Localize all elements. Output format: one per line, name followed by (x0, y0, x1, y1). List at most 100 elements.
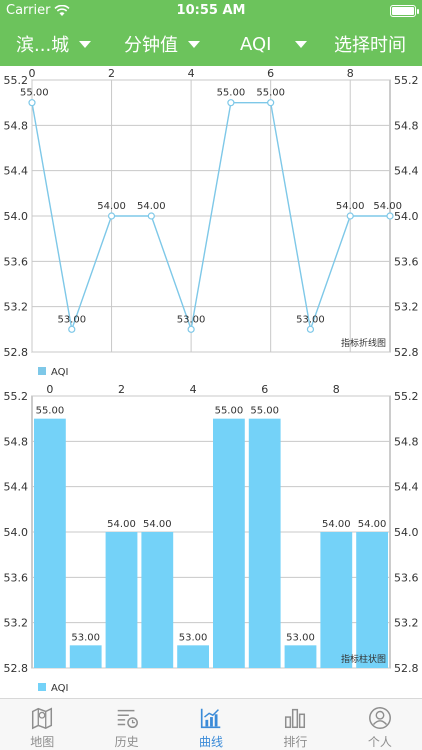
tab-map[interactable]: 地图 (0, 699, 84, 750)
y-tick-label-right: 54.0 (394, 526, 419, 539)
y-tick-label-right: 55.2 (394, 390, 419, 403)
metric-selector[interactable]: AQI (240, 22, 308, 66)
data-label: 53.00 (296, 314, 325, 325)
chevron-down-icon (79, 40, 92, 48)
data-label: 55.00 (217, 88, 246, 99)
y-tick-label-right: 54.4 (394, 481, 419, 494)
data-label: 53.00 (179, 632, 208, 643)
data-label: 54.00 (97, 201, 126, 212)
map-icon (32, 707, 53, 730)
data-point (346, 212, 354, 220)
x-tick-label: 2 (118, 383, 125, 396)
y-tick-label-left: 54.4 (4, 481, 29, 494)
data-label: 53.00 (57, 314, 86, 325)
aqi-bar-chart: 55.2 55.2 54.8 54.8 54.4 54.4 54.0 54.0 53.6 53.6… (4, 383, 419, 694)
carrier-label: Carrier (6, 3, 51, 18)
y-tick-label-right: 52.8 (394, 662, 419, 675)
x-tick-label: 2 (108, 67, 115, 80)
data-label: 53.00 (71, 632, 100, 643)
data-label: 54.00 (336, 201, 365, 212)
tab-map-label: 地图 (30, 735, 55, 749)
bar (320, 532, 353, 668)
metric-label: AQI (240, 33, 272, 55)
y-tick-label-left: 54.8 (4, 435, 29, 448)
data-point (306, 325, 315, 333)
clock: 10:55 AM (176, 3, 246, 18)
y-tick-label-right: 52.8 (394, 346, 419, 359)
y-tick-label-left: 55.2 (4, 390, 29, 403)
tab-personal-label: 个人 (367, 735, 392, 749)
x-tick-label: 6 (267, 67, 274, 80)
bar (213, 418, 245, 668)
city-selector[interactable]: 滨...城 (16, 22, 92, 66)
tab-history[interactable]: 历史 (84, 699, 168, 750)
y-tick-label-left: 52.8 (4, 346, 29, 359)
legend-swatch (38, 683, 46, 691)
data-label: 54.00 (322, 519, 351, 530)
time-select-button[interactable]: 选择时间 (334, 22, 406, 66)
x-tick-label: 4 (188, 67, 195, 80)
aqi-line-chart: 55.2 55.2 54.8 54.8 54.4 54.4 54.0 54.0 53.6 53.6… (4, 67, 419, 378)
bar (284, 645, 317, 668)
y-tick-label-right: 53.2 (394, 617, 419, 630)
wifi-icon (54, 5, 70, 16)
x-tick-label: 0 (46, 383, 53, 396)
bar (356, 532, 388, 668)
x-tick-label: 8 (347, 67, 354, 80)
tab-history-label: 历史 (114, 735, 139, 749)
tab-curve-label: 曲线 (199, 735, 224, 749)
data-label: 55.00 (250, 406, 279, 417)
interval-label: 分钟值 (124, 35, 178, 56)
y-tick-label-right: 54.0 (394, 210, 419, 223)
bar (105, 532, 138, 668)
ranking-icon (285, 708, 306, 729)
y-tick-label-right: 54.8 (394, 435, 419, 448)
legend-swatch (38, 367, 46, 375)
y-tick-label-left: 53.6 (4, 255, 29, 268)
y-tick-label-left: 52.8 (4, 662, 29, 675)
x-tick-label: 8 (333, 383, 340, 396)
y-tick-label-right: 53.2 (394, 301, 419, 314)
data-label: 54.00 (373, 201, 402, 212)
chevron-down-icon (188, 40, 200, 48)
y-tick-label-left: 53.2 (4, 617, 29, 630)
data-label: 55.00 (256, 88, 285, 99)
filter-bar: 滨...城 分钟值 AQI 选择时间 (0, 22, 422, 66)
time-select-label: 选择时间 (334, 35, 406, 56)
tab-curve[interactable]: 曲线 (169, 699, 253, 750)
battery-icon (390, 5, 416, 17)
battery-tip (417, 9, 419, 14)
y-tick-label-left: 55.2 (4, 74, 29, 87)
data-point (107, 212, 116, 220)
tab-ranking[interactable]: 排行 (253, 699, 337, 750)
interval-selector[interactable]: 分钟值 (124, 22, 200, 66)
data-point (147, 212, 155, 220)
series-line (31, 101, 390, 333)
y-tick-label-left: 54.0 (4, 526, 29, 539)
data-label: 54.00 (137, 201, 166, 212)
legend-label: AQI (51, 367, 69, 378)
data-point (187, 325, 195, 333)
y-tick-label-left: 54.8 (4, 119, 29, 132)
data-point (28, 99, 36, 107)
bar (177, 645, 209, 668)
history-icon (117, 709, 138, 729)
curve-chart-icon (200, 708, 221, 729)
tab-bar: 地图 历史 曲线 排行 个人 (0, 698, 422, 750)
legend-label: AQI (51, 683, 69, 694)
data-label: 55.00 (20, 88, 49, 99)
city-label: 滨...城 (16, 35, 70, 56)
person-icon (368, 707, 391, 729)
chart-description: 指标折线图 (341, 337, 386, 349)
data-label: 54.00 (107, 519, 136, 530)
bar (34, 418, 66, 668)
chart-description: 指标柱状图 (341, 653, 386, 665)
x-tick-label: 4 (190, 383, 197, 396)
data-point (267, 99, 275, 107)
y-tick-label-right: 53.6 (394, 255, 419, 268)
y-tick-label-left: 53.6 (4, 571, 29, 584)
data-label: 55.00 (36, 406, 65, 417)
bar (69, 645, 102, 668)
status-bar: Carrier 10:55 AM (0, 0, 422, 22)
tab-personal[interactable]: 个人 (338, 699, 422, 750)
